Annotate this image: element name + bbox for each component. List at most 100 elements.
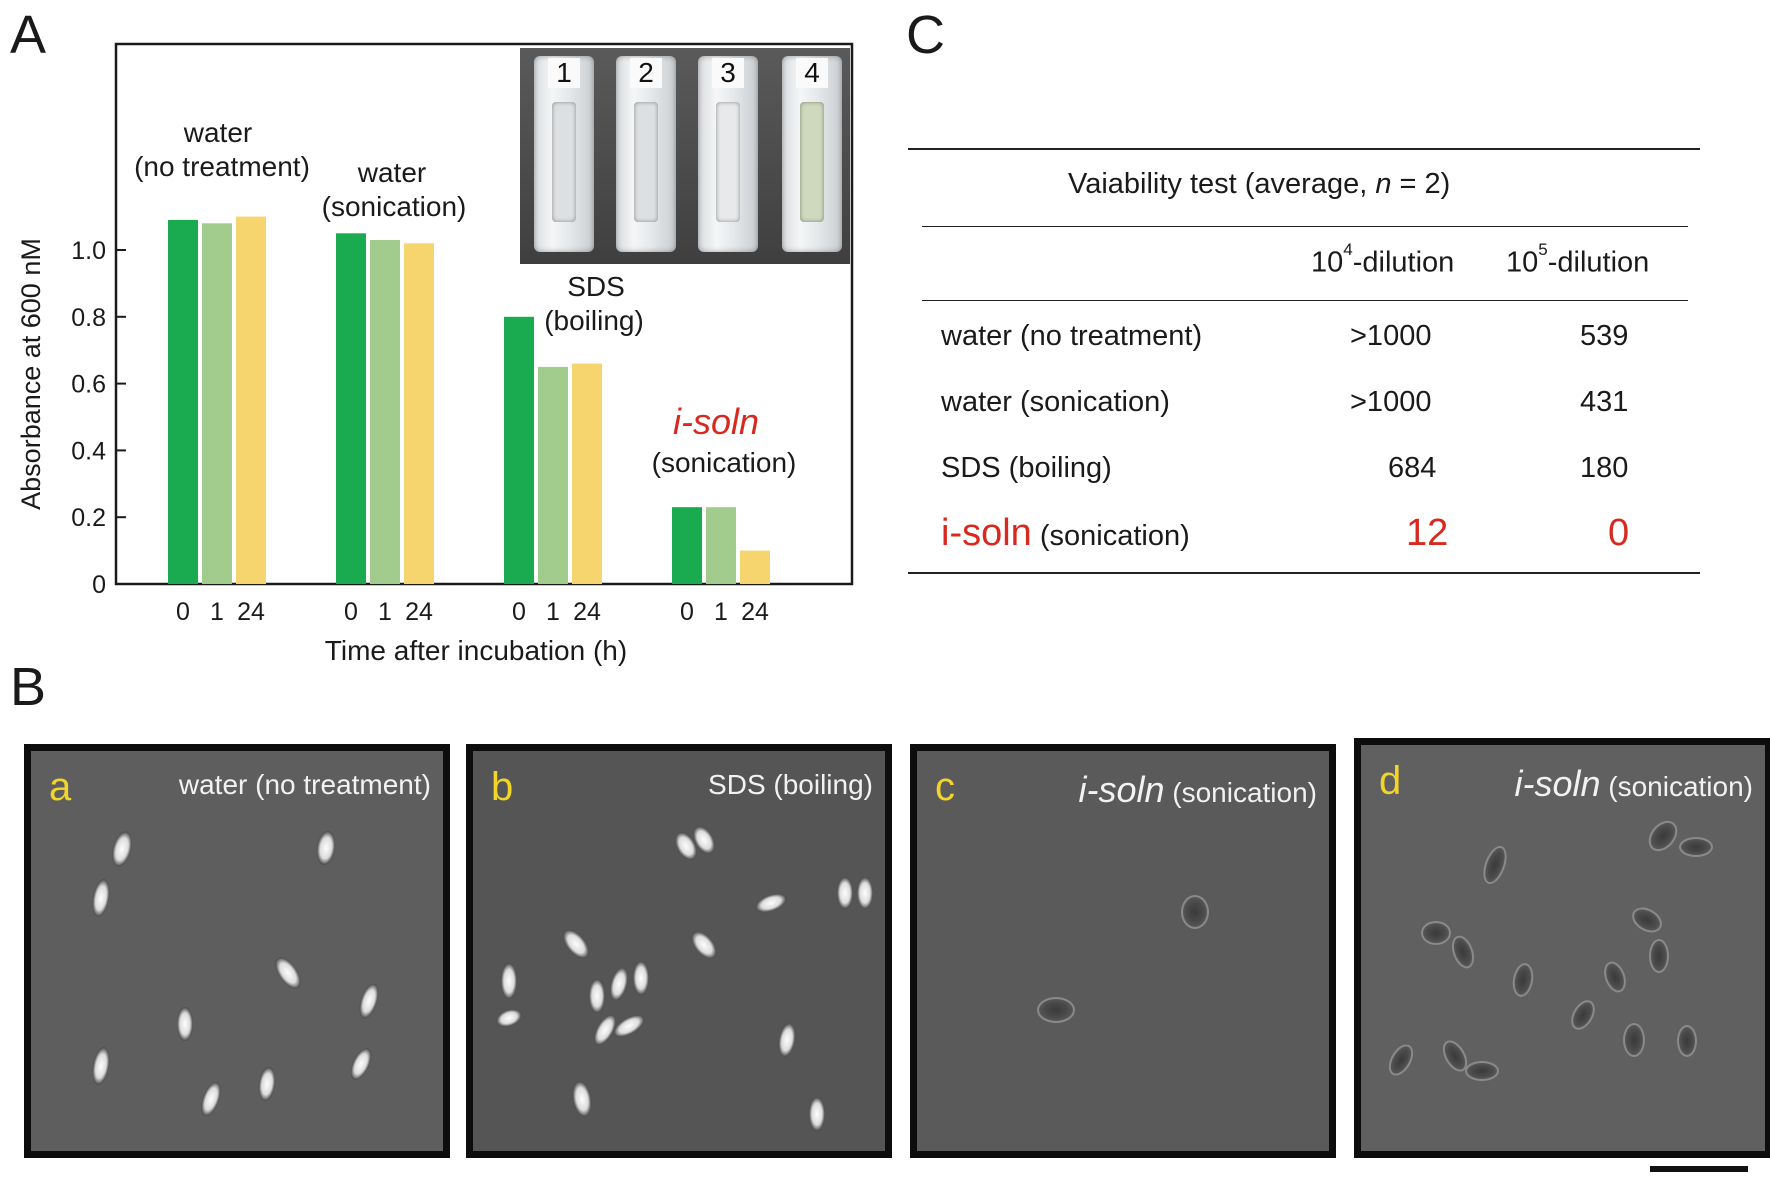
bacterium <box>610 1010 648 1042</box>
table-title: Vaiability test (average, n = 2) <box>1068 168 1450 201</box>
col2-base: 10 <box>1506 246 1539 279</box>
column-header-1e5: 105-dilution <box>1506 240 1649 280</box>
col1-base: 10 <box>1311 246 1344 279</box>
bacterium <box>270 953 306 993</box>
bacterium <box>177 1007 193 1041</box>
y-tick-label: 0.2 <box>71 504 106 532</box>
x-tick-label: 0 <box>680 598 694 626</box>
lysed-cell <box>1510 961 1536 999</box>
bar <box>740 550 770 584</box>
plot-frame <box>114 42 854 586</box>
lysed-cell <box>1037 997 1075 1023</box>
bar <box>706 507 736 584</box>
scale-bar <box>1650 1166 1748 1172</box>
micrograph-title-d-rest: (sonication) <box>1600 771 1753 802</box>
x-tick-label: 0 <box>512 598 526 626</box>
group-label: (no treatment) <box>134 151 310 182</box>
panel-label-b: B <box>10 657 47 717</box>
bar <box>202 223 232 584</box>
lysed-cell <box>1447 932 1479 972</box>
bar <box>538 366 568 584</box>
group-label: i-soln <box>673 401 759 442</box>
cuvette-3: 3 <box>698 56 758 252</box>
row-value-1e4-sds-boiling: 684 <box>1388 452 1437 484</box>
bacterium <box>570 1079 594 1119</box>
y-tick-label: 0.8 <box>71 304 106 332</box>
cuvette-number-1: 1 <box>548 58 580 88</box>
group-label: SDS <box>567 271 625 302</box>
lysed-cell <box>1627 902 1667 938</box>
bar <box>672 507 702 584</box>
row-label-sds-boiling: SDS (boiling) <box>941 452 1112 484</box>
bacterium <box>346 1045 376 1083</box>
cuvette-window-3 <box>716 102 740 222</box>
micrograph-letter-c: c <box>935 765 955 809</box>
y-tick-label: 0.6 <box>71 371 106 399</box>
micrograph-letter-b: b <box>491 765 514 809</box>
lysed-cell <box>1642 815 1684 857</box>
micrograph-title-b: SDS (boiling) <box>708 769 873 800</box>
y-axis-label: Absorbance at 600 nM <box>16 238 46 510</box>
bacterium <box>837 877 853 909</box>
group-label: (boiling) <box>544 305 644 336</box>
bacterium <box>776 1021 798 1059</box>
micrograph-title-d-isoln: i-soln <box>1514 763 1601 804</box>
bacterium <box>857 877 873 909</box>
row-label-water-no-treatment: water (no treatment) <box>941 320 1203 352</box>
bacterium <box>89 877 113 919</box>
x-tick-label: 24 <box>741 598 769 626</box>
cuvette-4: 4 <box>782 56 842 252</box>
cuvette-window-4 <box>800 102 824 222</box>
table-bottom-rule <box>908 572 1700 574</box>
lysed-cell <box>1677 1025 1697 1057</box>
micrograph-b: b SDS (boiling) <box>466 744 892 1158</box>
bar <box>504 316 534 584</box>
col1-exp: 4 <box>1343 240 1353 259</box>
table-title-rule <box>922 226 1688 227</box>
lysed-cell <box>1600 958 1630 996</box>
micrograph-title-d: i-soln (sonication) <box>1514 763 1753 805</box>
lysed-cell <box>1478 842 1512 888</box>
col2-exp: 5 <box>1538 240 1548 259</box>
x-tick-label: 1 <box>210 598 224 626</box>
y-tick-label: 0.4 <box>71 437 106 465</box>
micrograph-a: a water (no treatment) <box>24 744 450 1158</box>
bar <box>370 239 400 585</box>
row-value-1e5-water-sonication: 431 <box>1580 386 1629 418</box>
col1-rest: -dilution <box>1352 246 1455 279</box>
cuvette-photo-inset: 1 2 3 4 <box>520 48 850 264</box>
group-label: (sonication) <box>652 447 797 478</box>
bar <box>404 243 434 584</box>
bacterium <box>256 1066 278 1102</box>
x-tick-label: 1 <box>378 598 392 626</box>
lysed-cell <box>1181 895 1209 929</box>
table-top-rule <box>908 148 1700 150</box>
micrograph-title-c-rest: (sonication) <box>1164 777 1317 808</box>
bacterium <box>494 1006 524 1030</box>
micrograph-d: d i-soln (sonication) <box>1354 738 1770 1158</box>
row-label-isoln-sonication: i-soln (sonication) <box>941 512 1190 555</box>
row-label-isoln: i-soln <box>941 512 1032 554</box>
column-header-1e4: 104-dilution <box>1311 240 1455 280</box>
bacterium <box>558 925 594 963</box>
lysed-cell <box>1649 939 1669 973</box>
cuvette-window-2 <box>634 102 658 222</box>
micrograph-c: c i-soln (sonication) <box>910 744 1336 1158</box>
row-label-water-sonication: water (sonication) <box>941 386 1170 418</box>
micrograph-letter-d: d <box>1379 759 1402 803</box>
bar <box>336 233 366 585</box>
row-value-1e5-sds-boiling: 180 <box>1580 452 1629 484</box>
bacterium <box>197 1079 225 1119</box>
group-label: water <box>183 117 252 148</box>
bacterium <box>314 829 338 867</box>
lysed-cell <box>1566 996 1600 1034</box>
bar <box>168 219 198 584</box>
group-label: water <box>357 157 426 188</box>
row-label-isoln-rest: (sonication) <box>1031 520 1190 552</box>
row-value-1e4-water-no-treatment: >1000 <box>1350 320 1432 352</box>
bacterium <box>108 829 136 869</box>
y-tick-label: 0 <box>92 571 106 599</box>
table-header-rule <box>922 300 1688 301</box>
cuvette-number-3: 3 <box>712 58 744 88</box>
